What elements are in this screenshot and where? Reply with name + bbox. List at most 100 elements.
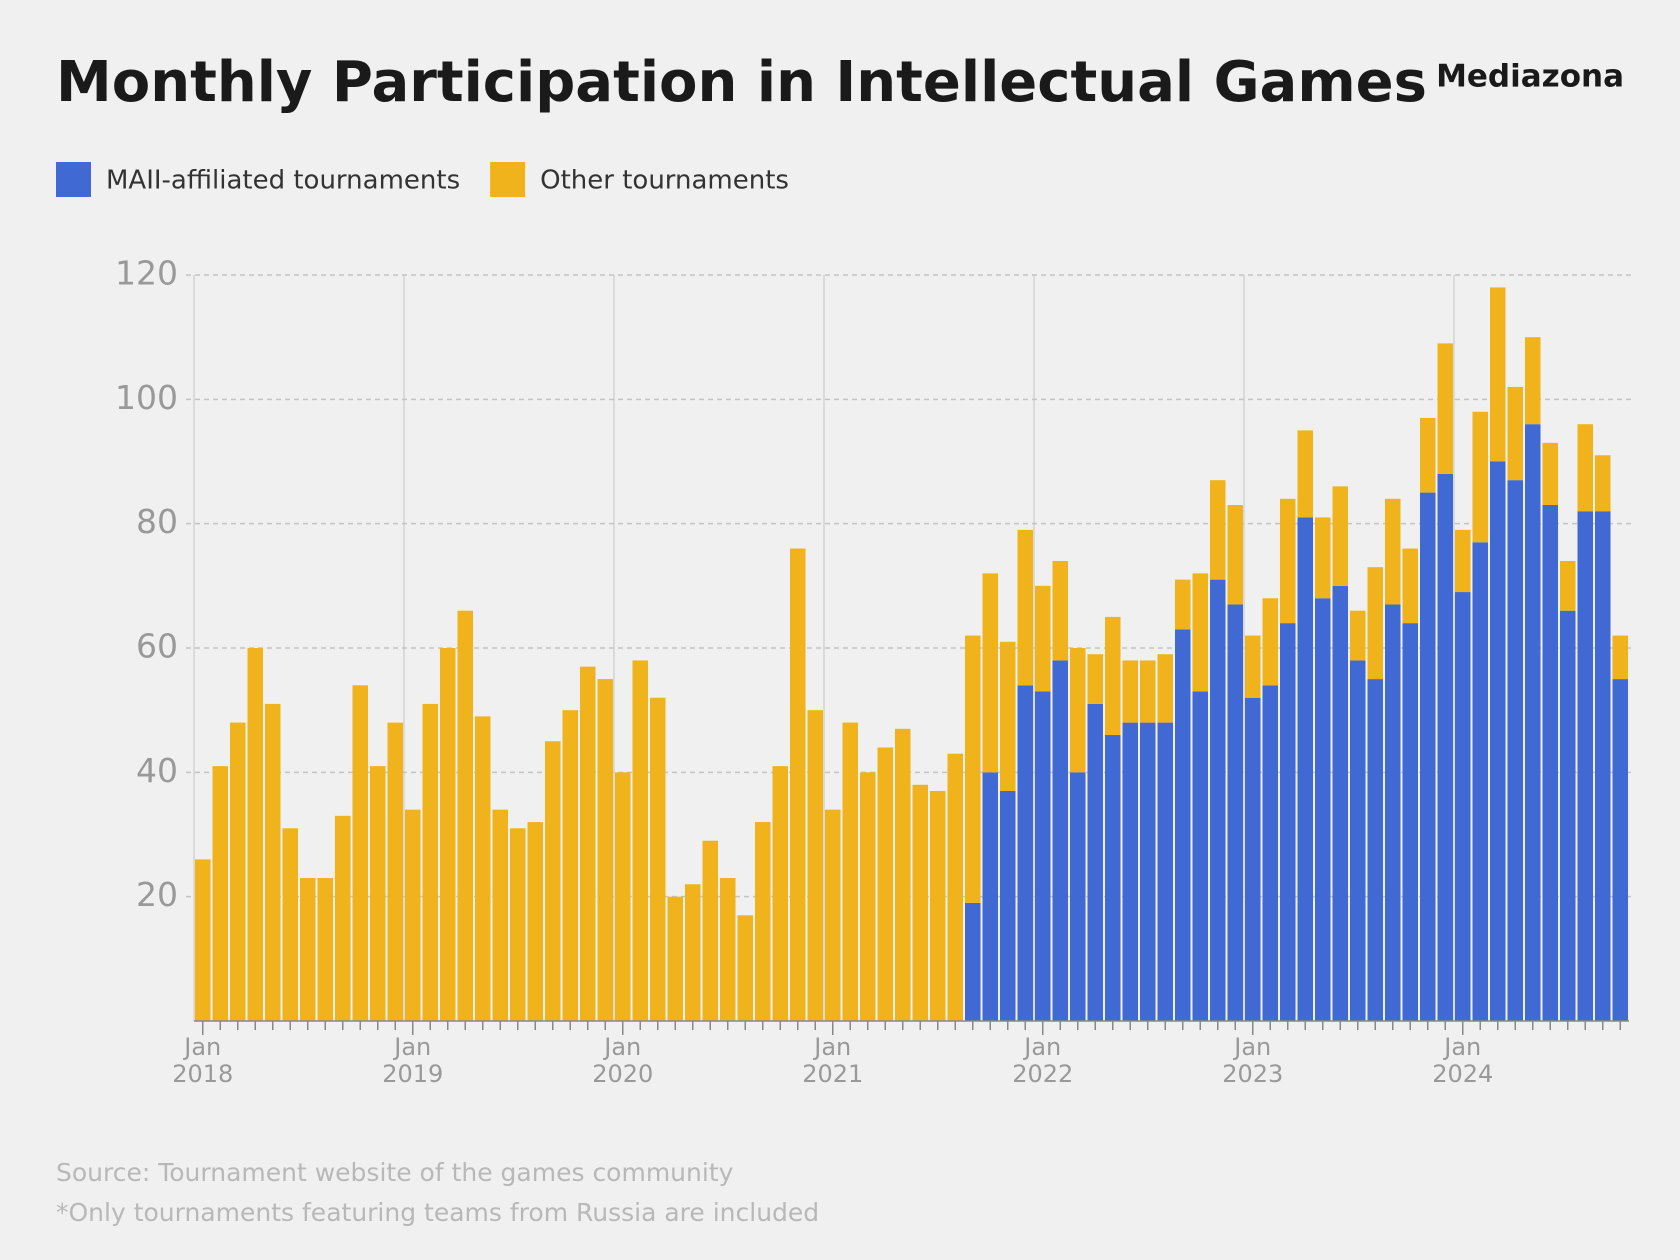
bar-segment: [877, 747, 893, 1021]
bar-segment: [1560, 610, 1576, 1021]
bar-segment: [212, 766, 228, 1021]
bar-segment: [982, 573, 998, 773]
bar-segment: [1402, 548, 1418, 624]
bar-segment: [580, 666, 596, 1021]
bar-segment: [1472, 411, 1488, 543]
x-tick-label: Jan 2021: [802, 1033, 863, 1088]
bar-segment: [1140, 722, 1156, 1021]
bar-segment: [1385, 604, 1401, 1021]
bar-segment: [475, 716, 491, 1021]
bar-segment: [1262, 598, 1278, 686]
y-tick-label: 20: [136, 875, 178, 914]
bar-segment: [1367, 567, 1383, 680]
bar-segment: [1192, 573, 1208, 692]
bar-segment: [912, 784, 928, 1021]
bar-segment: [825, 809, 841, 1021]
bar-segment: [1525, 337, 1541, 425]
bar-segment: [1595, 511, 1611, 1021]
bar-segment: [1210, 480, 1226, 580]
bar-segment: [1525, 424, 1541, 1021]
bar-segment: [1140, 660, 1156, 723]
bar-segment: [1542, 505, 1558, 1021]
bar-segment: [1017, 685, 1033, 1021]
bar-segment: [667, 896, 683, 1021]
bar-segment: [1245, 635, 1261, 698]
bar-segment: [1612, 679, 1628, 1021]
bar-segment: [1297, 517, 1313, 1021]
bar-segment: [947, 753, 963, 1021]
bar-segment: [1577, 424, 1593, 512]
bar-segment: [1052, 660, 1068, 1021]
x-tick-label: Jan 2024: [1432, 1033, 1493, 1088]
bar-segment: [195, 859, 211, 1021]
bar-segment: [1490, 287, 1506, 462]
bar-segment: [772, 766, 788, 1021]
legend-label: MAII-affiliated tournaments: [106, 166, 460, 196]
y-tick-label: 40: [136, 751, 178, 790]
x-tick-label: Jan 2019: [382, 1033, 443, 1088]
bar-segment: [247, 648, 263, 1021]
bar-segment: [965, 635, 981, 903]
bar-segment: [1105, 735, 1121, 1021]
bar-segment: [1280, 498, 1296, 624]
x-tick-label: Jan 2018: [172, 1033, 233, 1088]
legend-label: Other tournaments: [540, 166, 789, 196]
bar-segment: [1420, 492, 1436, 1021]
bar-segment: [685, 884, 701, 1021]
bar-segment: [1385, 498, 1401, 605]
bar-segment: [982, 772, 998, 1021]
bar-segment: [1612, 635, 1628, 680]
bar-segment: [1472, 542, 1488, 1021]
y-tick-label: 100: [115, 378, 178, 417]
note: *Only tournaments featuring teams from R…: [56, 1198, 819, 1227]
x-tick-label: Jan 2022: [1012, 1033, 1073, 1088]
bar-segment: [1297, 430, 1313, 518]
bar-segment: [1595, 455, 1611, 512]
bar-segment: [387, 722, 403, 1021]
bar-segment: [282, 828, 298, 1021]
y-tick-label: 80: [136, 502, 178, 541]
bar-segment: [597, 679, 613, 1021]
bar-segment: [1350, 660, 1366, 1021]
bar-segment: [1157, 654, 1173, 723]
bar-segment: [790, 548, 806, 1021]
bar-segment: [842, 722, 858, 1021]
bar-segment: [1280, 623, 1296, 1021]
bar-segment: [300, 878, 316, 1021]
legend-swatch: [56, 162, 91, 197]
bar-segment: [720, 878, 736, 1021]
y-tick-label: 120: [115, 254, 178, 293]
legend-swatch: [490, 162, 526, 197]
y-tick-label: 60: [136, 627, 178, 666]
bar-segment: [230, 722, 246, 1021]
bar-segment: [1437, 343, 1453, 474]
bar-segment: [370, 766, 386, 1021]
bar-segment: [1175, 579, 1191, 630]
bar-segment: [440, 648, 456, 1021]
bar-segment: [1000, 641, 1016, 791]
bar-segment: [1315, 517, 1331, 599]
bar-segment: [1315, 598, 1331, 1021]
bar-segment: [527, 822, 543, 1021]
bar-segment: [335, 815, 351, 1021]
bar-segment: [930, 790, 946, 1021]
bar-segment: [457, 610, 473, 1021]
x-tick-label: Jan 2020: [592, 1033, 653, 1088]
bar-segment: [702, 840, 718, 1021]
bar-segment: [1560, 560, 1576, 611]
bar-segment: [1367, 679, 1383, 1021]
bar-segment: [1332, 585, 1348, 1021]
bar-segment: [1490, 461, 1506, 1021]
bar-segment: [1087, 654, 1103, 704]
bar-segment: [1420, 417, 1436, 493]
bar-segment: [1227, 505, 1243, 605]
bar-segment: [1227, 604, 1243, 1021]
bar-segment: [422, 703, 438, 1021]
bar-segment: [1455, 529, 1471, 593]
bar-segment: [615, 772, 631, 1021]
brand: Mediazona: [1436, 59, 1624, 95]
bar-segment: [1070, 648, 1086, 773]
source: Source: Tournament website of the games …: [56, 1158, 734, 1187]
bar-segment: [1507, 386, 1523, 481]
